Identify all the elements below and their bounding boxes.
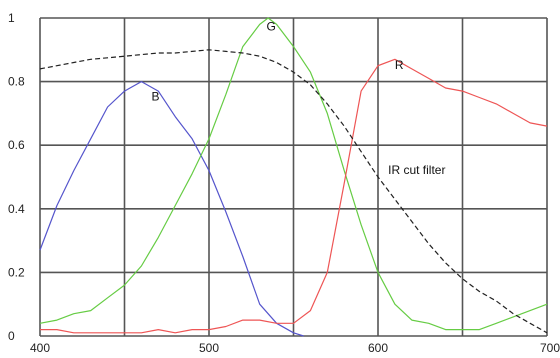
series-line-b [39, 81, 304, 337]
grid-lines [39, 17, 548, 337]
series-line-ir-cut-filter [39, 49, 548, 334]
series-label-ir-cut-filter: IR cut filter [388, 163, 445, 177]
y-tick-label: 1 [8, 11, 15, 25]
y-tick-label: 0.4 [8, 202, 25, 216]
x-tick-label: 500 [199, 341, 219, 355]
y-tick-label: 0.6 [8, 138, 25, 152]
x-tick-label: 700 [540, 341, 560, 355]
y-tick-label: 0.8 [8, 75, 25, 89]
series-label-g: G [266, 20, 275, 34]
series-label-r: R [395, 58, 404, 72]
series-lines [39, 17, 548, 337]
y-tick-label: 0.2 [8, 265, 25, 279]
series-line-r [40, 58, 548, 334]
x-tick-label: 600 [368, 341, 388, 355]
tick-labels: 400 500 600 700 0 0.2 0.4 0.6 0.8 1 [8, 11, 560, 355]
series-label-b: B [152, 90, 160, 104]
y-tick-label: 0 [8, 329, 15, 343]
series-line-g [39, 17, 548, 331]
x-tick-label: 400 [30, 341, 50, 355]
series-labels: B G R IR cut filter [152, 20, 446, 177]
